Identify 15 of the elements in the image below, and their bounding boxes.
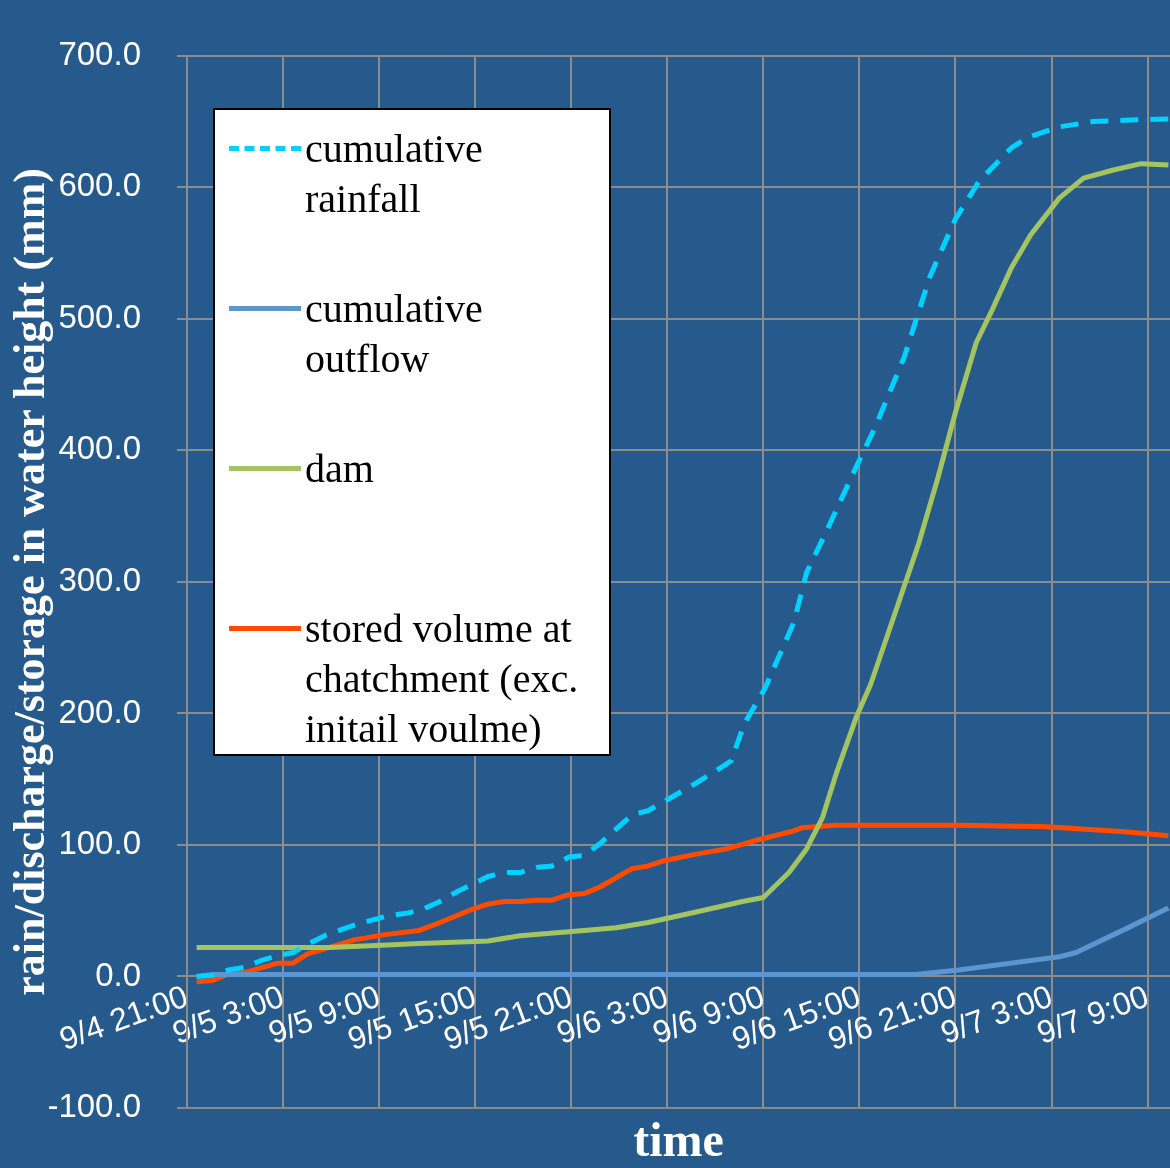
legend-label: cumulative rainfall [305,125,484,223]
y-tick-label: 700.0 [58,34,141,72]
y-tick-label: 200.0 [58,692,141,730]
y-tick-label: -100.0 [47,1087,141,1125]
y-tick-label: 0.0 [95,955,141,993]
y-tick-label: 300.0 [58,560,141,598]
y-tick-label: 500.0 [58,297,141,335]
y-axis-title: rain/discharge/storage in water height (mm) [4,168,54,996]
legend-label: stored volume at chatchment (exc. initail voulme) [305,605,580,753]
y-tick-label: 600.0 [58,166,141,204]
legend-label: cumulative outflow [305,285,484,383]
legend-label: dam [305,445,375,493]
x-axis-title: time [633,1113,724,1167]
y-tick-label: 400.0 [58,429,141,467]
y-tick-label: 100.0 [58,824,141,862]
